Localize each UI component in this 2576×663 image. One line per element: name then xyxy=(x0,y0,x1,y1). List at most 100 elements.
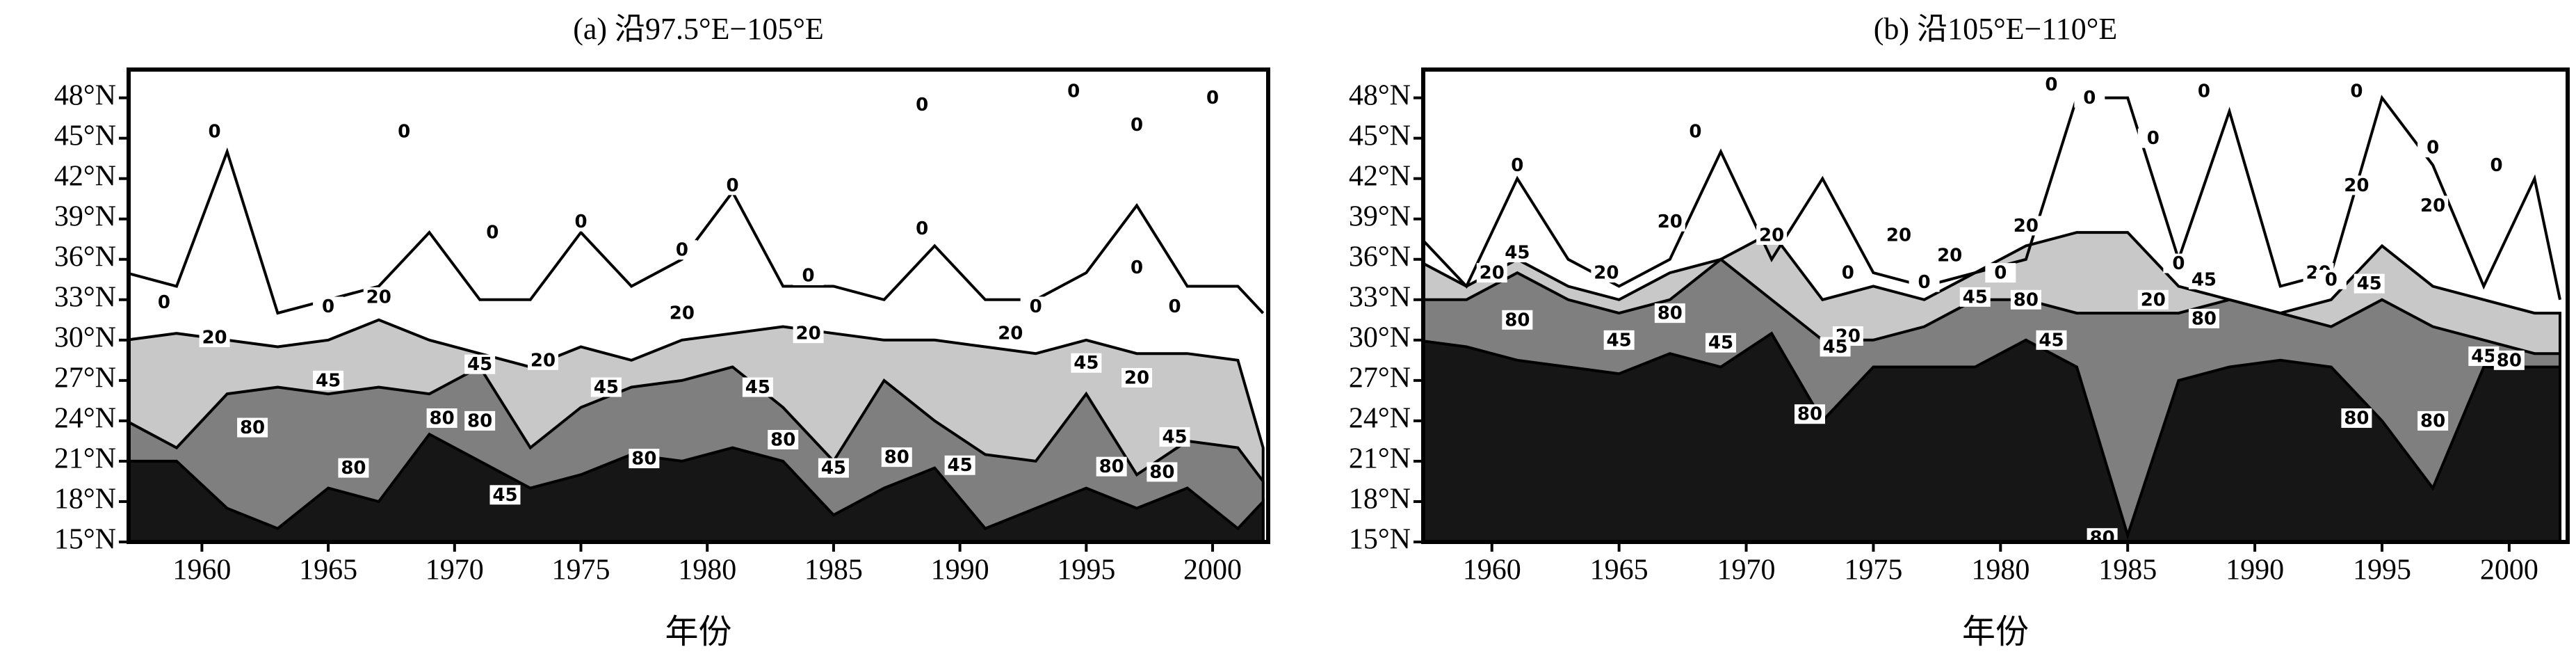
contour-label-box xyxy=(2341,175,2372,195)
contour-label-box xyxy=(1654,211,1685,232)
contour-label: 20 xyxy=(530,350,556,371)
panel: 20 20 20 20 20 20 20 45 45 45 45 45 45 45 45 45 80 80 80 80… xyxy=(54,12,1270,650)
contour-label-box xyxy=(1502,155,1533,175)
contour-label: 80 xyxy=(631,449,656,470)
x-tick-label: 1985 xyxy=(2098,554,2157,586)
contour-label-box xyxy=(1884,225,1915,245)
contour-label: 0 xyxy=(2325,269,2338,290)
contour-label-box xyxy=(1654,303,1685,323)
x-tick-label: 2000 xyxy=(2480,554,2538,586)
contour-label: 45 xyxy=(492,485,517,506)
contour-label-box xyxy=(1680,121,1711,141)
y-tick-label: 15°N xyxy=(1349,524,1411,556)
contour-label: 45 xyxy=(1822,337,1847,358)
x-tick-label: 1980 xyxy=(1971,554,2030,586)
contour-label-box xyxy=(1820,337,1851,357)
contour-label: 45 xyxy=(316,370,341,391)
contour-label-box xyxy=(1147,462,1178,482)
contour-label-box xyxy=(590,377,622,397)
contour-label: 45 xyxy=(2192,269,2217,290)
contour-label: 20 xyxy=(998,323,1023,344)
contour-label: 45 xyxy=(1074,353,1099,374)
contour-label: 80 xyxy=(1658,303,1683,324)
contour-label-box xyxy=(1502,243,1533,263)
contour-label: 20 xyxy=(1124,367,1149,388)
contour-label-box xyxy=(565,211,597,232)
x-tick-label: 1975 xyxy=(552,554,610,586)
contour-label-box xyxy=(199,327,230,347)
contour-label: 80 xyxy=(430,408,455,429)
contour-label: 0 xyxy=(1206,88,1219,109)
y-tick-label: 24°N xyxy=(1349,403,1411,435)
contour-label: 0 xyxy=(1511,155,1523,176)
chart-title: (b) 沿105°E−110°E xyxy=(1874,12,2117,46)
contour-label-box xyxy=(2417,410,2449,431)
contour-label: 80 xyxy=(2344,408,2369,429)
x-tick-label: 1960 xyxy=(1463,554,1521,586)
contour-label: 0 xyxy=(158,292,170,313)
contour-label: 80 xyxy=(2497,350,2522,371)
contour-label-box xyxy=(1476,263,1507,283)
contour-label: 80 xyxy=(1099,456,1124,477)
contour-label-box xyxy=(2341,408,2372,429)
contour-label-box xyxy=(1121,115,1153,135)
contour-label-box xyxy=(1603,330,1635,350)
contour-fill xyxy=(1423,331,2562,542)
contour-label: 0 xyxy=(1994,263,2007,284)
contour-label-box xyxy=(717,175,748,195)
x-axis-label: 年份 xyxy=(665,614,731,650)
contour-label-box xyxy=(907,218,938,239)
contour-label-box xyxy=(2010,289,2041,310)
y-tick-label: 33°N xyxy=(1349,281,1411,313)
contour-label-box xyxy=(818,458,849,478)
contour-label-box xyxy=(1934,245,1966,265)
contour-label: 80 xyxy=(770,429,795,450)
contour-label: 45 xyxy=(821,458,846,479)
y-tick-label: 33°N xyxy=(54,281,116,313)
contour-label-box xyxy=(768,429,799,449)
contour-label-box xyxy=(944,455,975,475)
contour-label-box xyxy=(742,377,773,397)
contour-label: 0 xyxy=(2198,81,2210,102)
contour-label: 20 xyxy=(202,327,227,348)
contour-label-box xyxy=(907,95,938,115)
contour-label-box xyxy=(2188,308,2219,328)
axis-frame xyxy=(1421,67,2570,544)
contour-label: 80 xyxy=(2090,528,2115,549)
contour-label-box xyxy=(1794,404,1825,424)
contour-label: 80 xyxy=(1505,310,1530,330)
y-tick-label: 42°N xyxy=(54,160,116,192)
contour-label-box xyxy=(1058,81,1089,101)
contour-label: 0 xyxy=(209,121,221,142)
contour-label-box xyxy=(995,323,1026,344)
contour-label: 45 xyxy=(467,354,492,375)
y-tick-label: 42°N xyxy=(1349,160,1411,192)
contour-label-box xyxy=(1985,263,2016,283)
contour-label-box xyxy=(1071,353,1102,373)
contour-label-box xyxy=(2493,350,2525,370)
contour-label-box xyxy=(477,223,508,243)
y-tick-label: 30°N xyxy=(1349,321,1411,353)
x-axis-label: 年份 xyxy=(1962,614,2029,650)
contour-label: 45 xyxy=(948,455,973,476)
contour-label: 45 xyxy=(1162,427,1187,448)
contour-label-box xyxy=(666,240,697,260)
contour-label: 0 xyxy=(916,218,928,239)
contour-label: 80 xyxy=(1797,404,1822,425)
contour-label-box xyxy=(1121,257,1153,278)
contour-label-box xyxy=(2417,138,2449,158)
contour-label-box xyxy=(2074,88,2105,108)
contour-label: 20 xyxy=(1658,211,1683,232)
x-tick-label: 2000 xyxy=(1183,554,1242,586)
y-tick-label: 21°N xyxy=(54,443,116,475)
contour-label: 0 xyxy=(2045,74,2057,95)
contour-label-box xyxy=(148,292,179,312)
contour-label: 20 xyxy=(1480,263,1505,284)
contour-label: 20 xyxy=(795,323,820,344)
contour-label: 80 xyxy=(240,417,265,438)
contour-label: 80 xyxy=(2420,410,2445,431)
x-tick-label: 1990 xyxy=(931,554,989,586)
x-tick-label: 1995 xyxy=(1057,554,1115,586)
contour-label: 0 xyxy=(2147,128,2160,149)
contour-label: 0 xyxy=(1131,257,1143,278)
